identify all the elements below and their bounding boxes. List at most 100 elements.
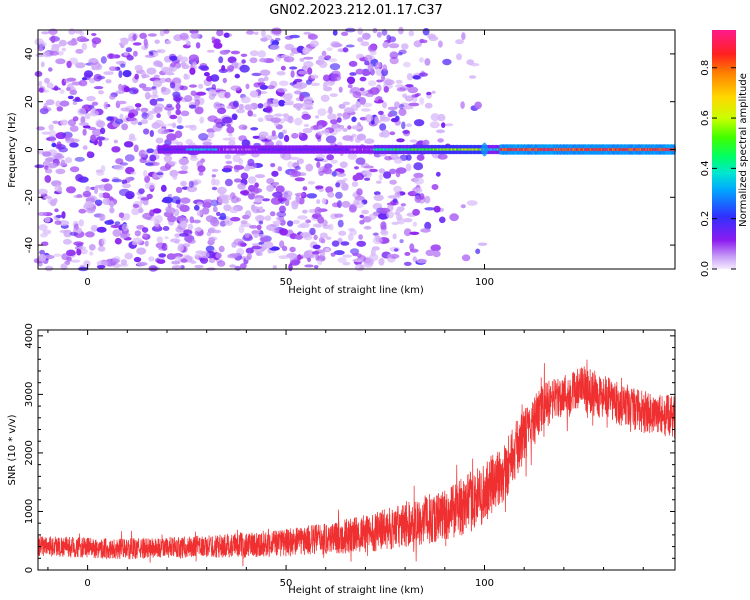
noise-speckle: [48, 129, 56, 138]
noise-speckle: [155, 172, 164, 176]
noise-speckle: [196, 209, 203, 217]
noise-speckle: [202, 201, 212, 209]
noise-speckle: [305, 163, 314, 172]
noise-speckle: [90, 224, 99, 232]
noise-speckle: [118, 83, 123, 91]
noise-speckle: [192, 61, 197, 68]
noise-speckle: [122, 70, 132, 78]
noise-speckle: [404, 251, 411, 256]
noise-speckle: [194, 106, 204, 115]
noise-speckle: [138, 149, 147, 158]
noise-speckle: [200, 158, 206, 163]
noise-speckle: [222, 199, 230, 204]
noise-speckle: [384, 79, 395, 86]
noise-speckle: [49, 199, 57, 207]
noise-speckle: [297, 215, 308, 220]
noise-speckle: [307, 180, 316, 185]
noise-speckle: [284, 92, 293, 100]
colorbar-ticks: 0.0 0.2 0.4 0.6 0.8: [700, 60, 736, 277]
y-tick-label: 2000: [24, 440, 35, 465]
noise-speckle: [263, 241, 274, 249]
noise-speckle: [335, 182, 341, 188]
noise-speckle: [279, 240, 285, 248]
noise-speckle: [234, 265, 242, 271]
noise-speckle: [236, 197, 242, 202]
noise-speckle: [168, 53, 177, 61]
noise-speckle: [44, 217, 51, 223]
noise-speckle: [372, 236, 383, 245]
noise-speckle: [49, 51, 59, 56]
noise-speckle: [368, 168, 378, 173]
x-tick-label: 50: [280, 277, 293, 288]
noise-speckle: [342, 101, 351, 106]
colorbar: 0.0 0.2 0.4 0.6 0.8 Normalized spectral ampl…: [700, 30, 749, 277]
noise-speckle: [317, 108, 327, 116]
spectrogram-panel: 0 50 100 40 20 0 -20 -40 Height of straight lin…: [7, 26, 677, 296]
noise-speckle: [144, 182, 156, 190]
noise-speckle: [283, 102, 294, 106]
noise-speckle: [475, 248, 481, 255]
noise-speckle: [75, 62, 86, 69]
noise-speckle: [218, 245, 225, 253]
noise-speckle: [320, 94, 330, 103]
noise-speckle: [407, 86, 419, 94]
noise-speckle: [460, 204, 466, 209]
noise-speckle: [332, 29, 338, 36]
noise-speckle: [158, 253, 167, 258]
noise-speckle: [111, 178, 123, 183]
noise-speckle: [202, 141, 213, 146]
noise-speckle: [65, 137, 75, 144]
noise-speckle: [319, 232, 328, 239]
noise-speckle: [349, 135, 354, 142]
noise-speckle: [170, 62, 176, 68]
noise-speckle: [84, 112, 91, 120]
noise-speckle: [110, 224, 121, 229]
noise-speckle: [156, 236, 163, 243]
noise-speckle: [291, 203, 299, 210]
noise-speckle: [145, 216, 152, 221]
noise-speckle: [67, 95, 74, 100]
noise-speckle: [82, 145, 88, 150]
noise-speckle: [271, 40, 280, 46]
noise-speckle: [343, 117, 348, 121]
noise-speckle: [424, 207, 436, 211]
noise-speckle: [216, 260, 226, 267]
noise-speckle: [437, 113, 446, 122]
noise-speckle: [192, 219, 201, 224]
noise-speckle: [133, 256, 142, 263]
noise-speckle: [211, 84, 216, 91]
noise-speckle: [104, 220, 115, 225]
noise-speckle: [142, 87, 153, 92]
noise-speckle: [298, 70, 309, 75]
noise-speckle: [177, 170, 188, 174]
noise-speckle: [389, 253, 400, 259]
noise-speckle: [89, 77, 96, 84]
noise-speckle: [248, 193, 256, 200]
noise-speckle: [121, 179, 128, 185]
noise-speckle: [93, 186, 99, 195]
noise-speckle: [47, 166, 52, 175]
noise-speckle: [198, 251, 210, 259]
noise-speckle: [84, 200, 94, 208]
noise-speckle: [379, 123, 387, 131]
noise-speckle: [162, 196, 173, 204]
noise-speckle: [96, 203, 101, 207]
noise-speckle: [291, 170, 302, 177]
noise-speckle: [171, 260, 181, 265]
noise-speckle: [256, 224, 262, 231]
noise-speckle: [375, 180, 382, 184]
noise-speckle: [330, 159, 338, 164]
noise-speckle: [396, 206, 405, 212]
noise-speckle: [96, 120, 106, 128]
noise-speckle: [91, 37, 102, 45]
noise-speckle: [364, 114, 374, 123]
noise-speckle: [145, 162, 154, 166]
noise-speckle: [269, 246, 280, 251]
noise-speckle: [313, 234, 318, 241]
noise-speckle: [38, 254, 47, 262]
noise-speckle: [303, 96, 314, 104]
noise-speckle: [303, 31, 312, 35]
noise-speckle: [245, 247, 254, 254]
noise-speckle: [238, 225, 245, 234]
noise-speckle: [272, 220, 282, 225]
